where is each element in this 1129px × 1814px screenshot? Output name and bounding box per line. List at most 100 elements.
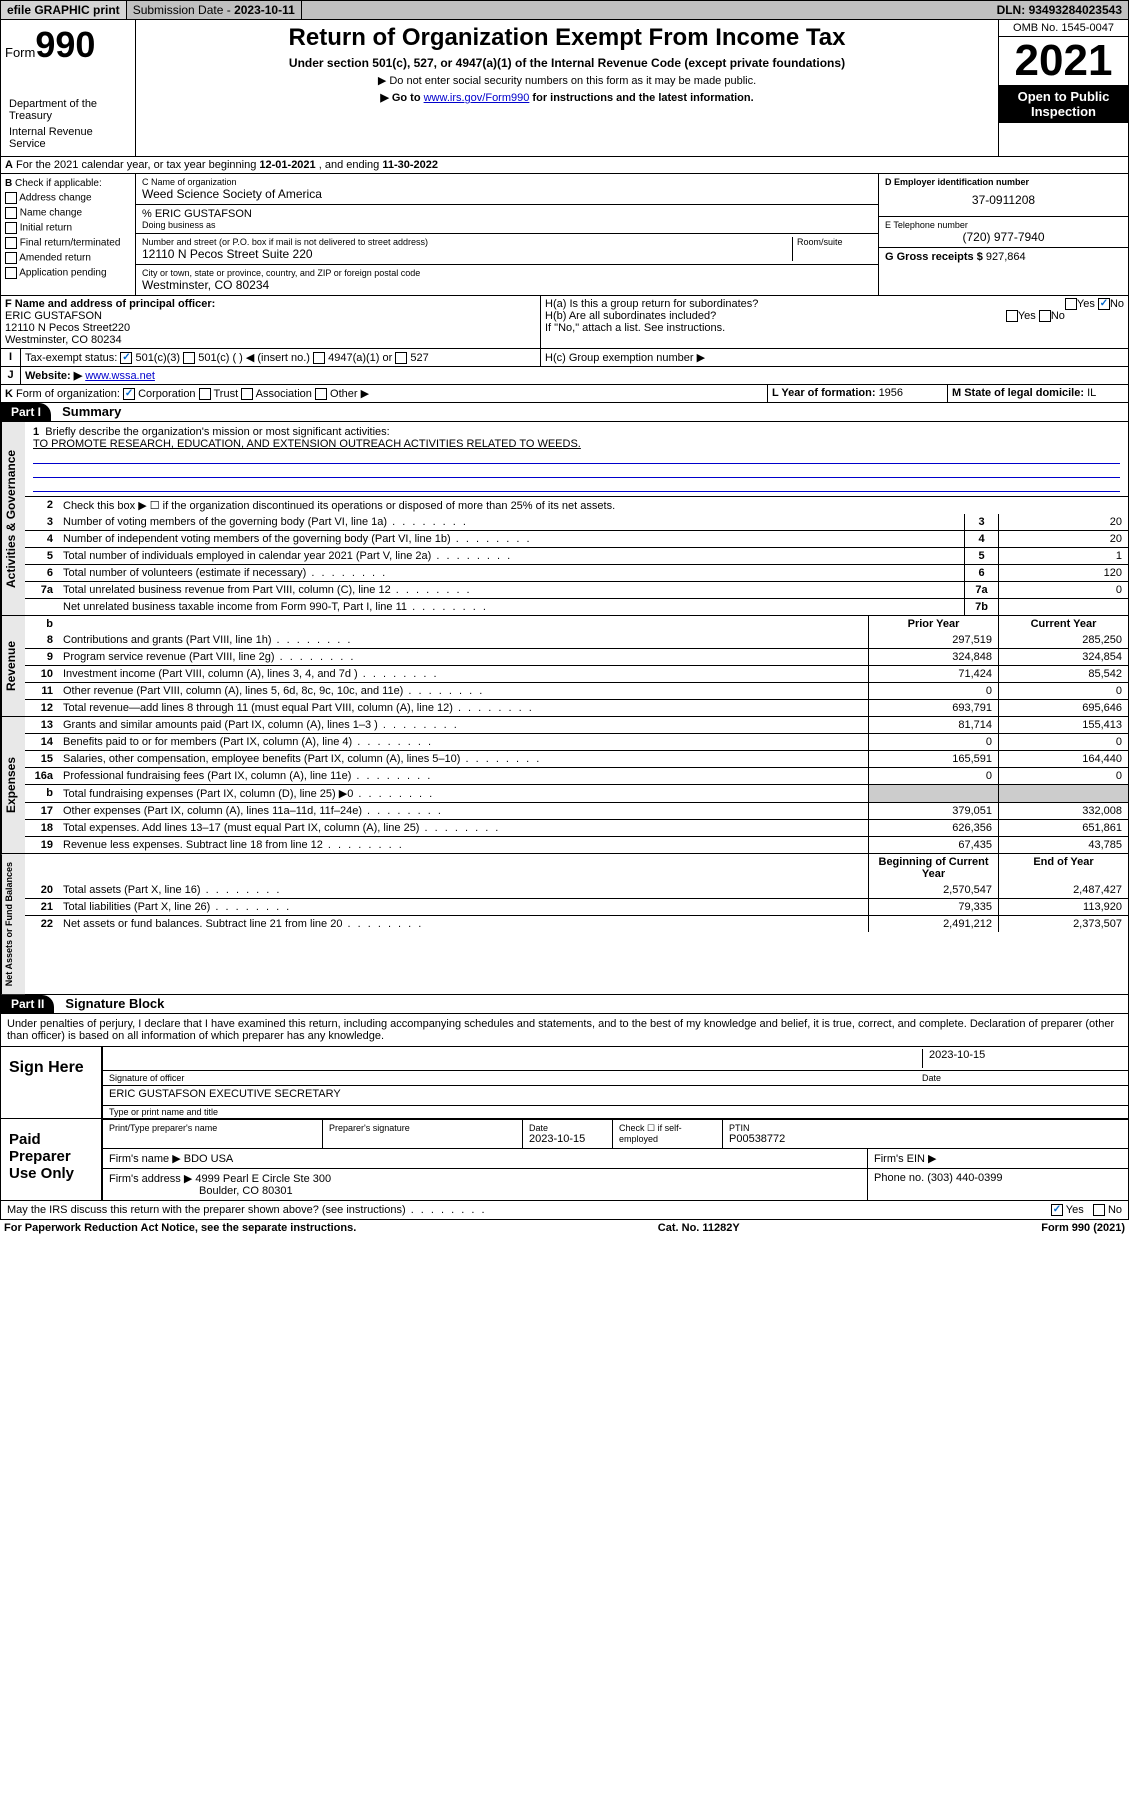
line-9: 9Program service revenue (Part VIII, lin…: [25, 648, 1128, 665]
h-a: H(a) Is this a group return for subordin…: [545, 298, 1124, 310]
officer-label: F Name and address of principal officer:: [5, 298, 536, 310]
type-name-label: Type or print name and title: [103, 1106, 1128, 1118]
discuss-question: May the IRS discuss this return with the…: [7, 1204, 487, 1216]
ssn-note: ▶ Do not enter social security numbers o…: [146, 74, 988, 87]
prep-sig-label: Preparer's signature: [329, 1123, 516, 1133]
submission-date: Submission Date - 2023-10-11: [127, 1, 302, 19]
officer-addr2: Westminster, CO 80234: [5, 334, 536, 346]
gross-receipts-label: G Gross receipts $: [885, 251, 986, 263]
form-of-org: K Form of organization: Corporation Trus…: [1, 385, 768, 402]
paperwork-notice: For Paperwork Reduction Act Notice, see …: [4, 1222, 356, 1234]
line-21: 21Total liabilities (Part X, line 26)79,…: [25, 898, 1128, 915]
room-label: Room/suite: [797, 237, 872, 247]
line-2: Check this box ▶ ☐ if the organization d…: [59, 497, 1128, 514]
form-ref: Form 990 (2021): [1041, 1222, 1125, 1234]
section-a: A For the 2021 calendar year, or tax yea…: [0, 157, 1129, 174]
line-16a: 16aProfessional fundraising fees (Part I…: [25, 767, 1128, 784]
website-link[interactable]: www.wssa.net: [85, 370, 155, 382]
line-19: 19Revenue less expenses. Subtract line 1…: [25, 836, 1128, 853]
line-15: 15Salaries, other compensation, employee…: [25, 750, 1128, 767]
side-revenue: Revenue: [1, 616, 25, 716]
top-toolbar: efile GRAPHIC print Submission Date - 20…: [0, 0, 1129, 20]
street-label: Number and street (or P.O. box if mail i…: [142, 237, 792, 247]
officer-addr1: 12110 N Pecos Street220: [5, 322, 536, 334]
gross-receipts: 927,864: [986, 251, 1026, 263]
street-address: 12110 N Pecos Street Suite 220: [142, 247, 792, 261]
form-title: Return of Organization Exempt From Incom…: [146, 24, 988, 52]
ein-label: D Employer identification number: [885, 177, 1029, 187]
line-11: 11Other revenue (Part VIII, column (A), …: [25, 682, 1128, 699]
section-b: B Check if applicable: Address change Na…: [1, 174, 136, 295]
form-header: Form990 Department of the Treasury Inter…: [0, 20, 1129, 157]
paid-preparer-label: Paid Preparer Use Only: [1, 1119, 101, 1200]
line-22: 22Net assets or fund balances. Subtract …: [25, 915, 1128, 932]
phone-value: (720) 977-7940: [885, 230, 1122, 244]
line-7a: 7aTotal unrelated business revenue from …: [25, 581, 1128, 598]
page-footer: For Paperwork Reduction Act Notice, see …: [0, 1220, 1129, 1236]
line-14: 14Benefits paid to or for members (Part …: [25, 733, 1128, 750]
line-8: 8Contributions and grants (Part VIII, li…: [25, 632, 1128, 648]
cb-501c3[interactable]: [120, 352, 132, 364]
mission-label: Briefly describe the organization's miss…: [45, 426, 389, 438]
signature-block: Under penalties of perjury, I declare th…: [0, 1014, 1129, 1220]
tax-exempt-status: Tax-exempt status: 501(c)(3) 501(c) ( ) …: [21, 349, 541, 366]
line-13: 13Grants and similar amounts paid (Part …: [25, 717, 1128, 733]
year-formation: L Year of formation: 1956: [768, 385, 948, 402]
h-b-note: If "No," attach a list. See instructions…: [545, 322, 1124, 334]
line-20: 20Total assets (Part X, line 16)2,570,54…: [25, 882, 1128, 898]
date-label: Date: [922, 1073, 1122, 1083]
row-klm: K Form of organization: Corporation Trus…: [0, 385, 1129, 403]
cb-app-pending[interactable]: Application pending: [5, 267, 131, 279]
org-info-block: B Check if applicable: Address change Na…: [0, 174, 1129, 296]
form-number: Form990: [5, 24, 131, 66]
firm-addr2: Boulder, CO 80301: [109, 1185, 861, 1197]
side-netassets: Net Assets or Fund Balances: [1, 854, 25, 994]
cb-name-change[interactable]: Name change: [5, 207, 131, 219]
line-5: 5Total number of individuals employed in…: [25, 547, 1128, 564]
line-6: 6Total number of volunteers (estimate if…: [25, 564, 1128, 581]
side-expenses: Expenses: [1, 717, 25, 853]
officer-printed-name: ERIC GUSTAFSON EXECUTIVE SECRETARY: [103, 1086, 1128, 1106]
mission-text: TO PROMOTE RESEARCH, EDUCATION, AND EXTE…: [33, 438, 1120, 450]
org-name-label: C Name of organization: [142, 177, 872, 187]
discuss-no[interactable]: [1093, 1204, 1105, 1216]
row-j: J Website: ▶ www.wssa.net: [0, 367, 1129, 385]
officer-name: ERIC GUSTAFSON: [5, 310, 536, 322]
firm-ein-label: Firm's EIN ▶: [868, 1149, 1128, 1168]
line-4: 4Number of independent voting members of…: [25, 530, 1128, 547]
efile-print-button[interactable]: efile GRAPHIC print: [1, 1, 127, 19]
firm-addr1: 4999 Pearl E Circle Ste 300: [195, 1173, 331, 1185]
cb-final-return[interactable]: Final return/terminated: [5, 237, 131, 249]
cat-no: Cat. No. 11282Y: [658, 1222, 740, 1234]
irs-label: Internal Revenue Service: [5, 124, 131, 152]
omb-number: OMB No. 1545-0047: [999, 20, 1128, 37]
care-of: ERIC GUSTAFSON: [155, 208, 252, 220]
dln: DLN: 93493284023543: [991, 1, 1128, 19]
state-domicile: M State of legal domicile: IL: [948, 385, 1128, 402]
current-year-hdr: Current Year: [998, 616, 1128, 632]
cb-address-change[interactable]: Address change: [5, 192, 131, 204]
ein-value: 37-0911208: [885, 187, 1122, 213]
sign-here-label: Sign Here: [1, 1047, 101, 1118]
side-governance: Activities & Governance: [1, 422, 25, 615]
officer-h-row: F Name and address of principal officer:…: [0, 296, 1129, 349]
city-label: City or town, state or province, country…: [142, 268, 872, 278]
line-b: bTotal fundraising expenses (Part IX, co…: [25, 784, 1128, 802]
firm-name: BDO USA: [184, 1153, 234, 1165]
cb-amended[interactable]: Amended return: [5, 252, 131, 264]
eoy-hdr: End of Year: [998, 854, 1128, 882]
org-name: Weed Science Society of America: [142, 187, 872, 201]
discuss-yes[interactable]: [1051, 1204, 1063, 1216]
self-employed: Check ☐ if self-employed: [613, 1120, 723, 1148]
city-state-zip: Westminster, CO 80234: [142, 278, 872, 292]
cb-initial-return[interactable]: Initial return: [5, 222, 131, 234]
line-18: 18Total expenses. Add lines 13–17 (must …: [25, 819, 1128, 836]
dba-label: Doing business as: [142, 220, 872, 230]
ptin: P00538772: [729, 1133, 1122, 1145]
sig-officer-label: Signature of officer: [109, 1073, 922, 1083]
form-subtitle: Under section 501(c), 527, or 4947(a)(1)…: [146, 56, 988, 70]
tax-year: 2021: [999, 37, 1128, 85]
irs-link[interactable]: www.irs.gov/Form990: [424, 92, 530, 104]
penalty-text: Under penalties of perjury, I declare th…: [1, 1014, 1128, 1046]
sig-date: 2023-10-15: [922, 1049, 1122, 1068]
